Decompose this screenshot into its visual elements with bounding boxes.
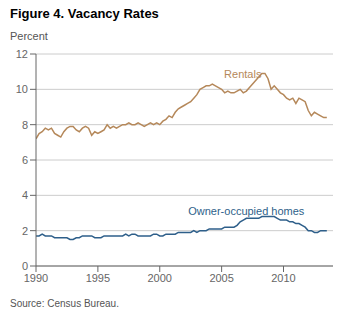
svg-text:8: 8 (22, 119, 28, 131)
svg-text:12: 12 (16, 48, 28, 60)
svg-text:0: 0 (22, 260, 28, 272)
svg-text:4: 4 (22, 189, 28, 201)
svg-text:10: 10 (16, 83, 28, 95)
html-text:Source: Census Bureau.: Source: Census Bureau. (10, 298, 119, 309)
svg-text:Owner-occupied homes: Owner-occupied homes (188, 205, 305, 217)
html-text:Percent: Percent (10, 30, 48, 42)
svg-text:2005: 2005 (209, 272, 233, 284)
svg-text:2: 2 (22, 225, 28, 237)
html-text:Figure 4. Vacancy Rates: Figure 4. Vacancy Rates (10, 6, 159, 21)
svg-text:6: 6 (22, 154, 28, 166)
svg-text:2000: 2000 (148, 272, 172, 284)
svg-text:1995: 1995 (86, 272, 110, 284)
svg-text:1990: 1990 (24, 272, 48, 284)
svg-text:2010: 2010 (271, 272, 295, 284)
svg-text:Rentals: Rentals (224, 68, 262, 80)
